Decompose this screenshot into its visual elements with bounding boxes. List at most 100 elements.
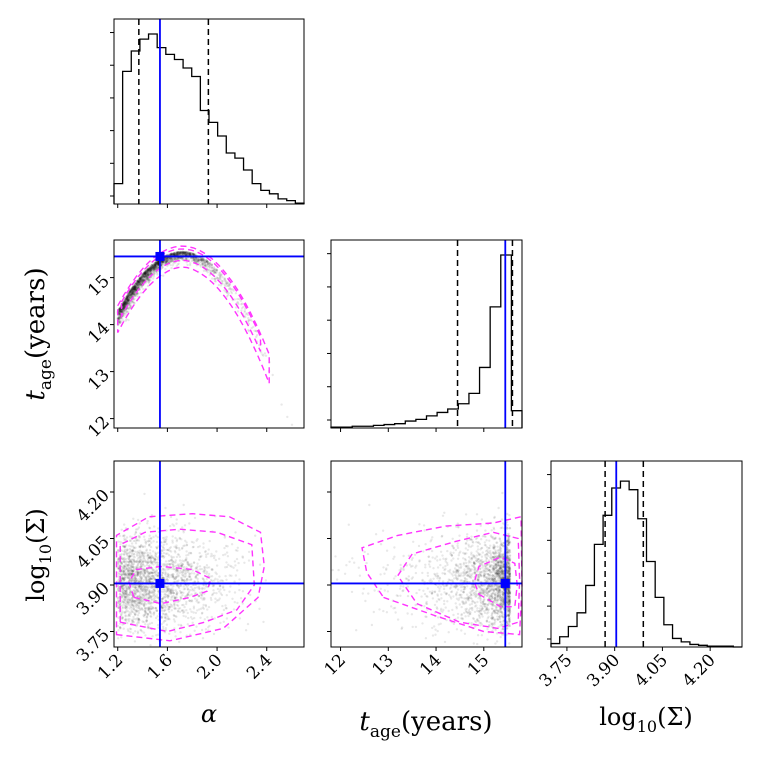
sample-point (170, 258, 173, 261)
sample-point (133, 556, 136, 559)
sample-point (176, 553, 180, 556)
sample-point (125, 302, 129, 305)
sample-point (139, 572, 142, 575)
sample-point (155, 634, 158, 637)
sample-point (215, 572, 218, 576)
sample-point (145, 274, 149, 277)
sample-point (148, 580, 151, 583)
sample-point (181, 252, 184, 255)
sample-point (137, 571, 140, 574)
sample-point (157, 261, 160, 265)
sample-point (143, 587, 146, 590)
sample-point (162, 260, 165, 264)
sample-point (139, 277, 142, 280)
sample-point (179, 251, 183, 254)
sample-point (169, 253, 173, 256)
sample-point (172, 251, 176, 255)
sample-point (154, 263, 158, 266)
sample-point (122, 627, 125, 630)
sample-point (203, 571, 206, 575)
sample-point (178, 252, 181, 255)
sample-point (123, 303, 126, 306)
sample-point (164, 257, 168, 260)
sample-point (137, 281, 140, 284)
sample-point (129, 628, 133, 631)
sample-point (117, 566, 120, 569)
sample-point (171, 573, 174, 576)
sample-point (211, 266, 214, 269)
sample-point (121, 304, 125, 307)
sample-point (485, 539, 488, 542)
sample-point (168, 259, 171, 262)
sample-point (157, 558, 160, 561)
sample-point (129, 290, 133, 293)
sample-point (144, 274, 148, 278)
sample-point (151, 550, 155, 553)
sample-point (150, 264, 153, 267)
sample-point (135, 588, 139, 592)
sample-point (140, 275, 144, 279)
sample-point (116, 584, 120, 588)
sample-point (123, 302, 127, 305)
sample-point (160, 541, 163, 544)
sample-point (148, 578, 151, 581)
sample-point (121, 309, 124, 313)
sample-point (149, 571, 153, 574)
sample-point (167, 256, 170, 260)
sample-point (127, 299, 130, 302)
sample-point (149, 269, 152, 272)
sample-point (163, 605, 166, 608)
sample-point (161, 572, 164, 575)
sample-point (127, 594, 130, 597)
sample-point (142, 272, 145, 275)
sample-point (136, 557, 140, 560)
sample-point (154, 551, 157, 554)
sample-point (118, 317, 121, 321)
sample-point (128, 544, 131, 547)
sample-point (135, 282, 139, 285)
sample-point (149, 266, 152, 269)
sample-point (127, 310, 130, 314)
sample-point (217, 273, 220, 277)
sample-point (290, 430, 292, 432)
sample-point (144, 692, 146, 694)
sample-point (134, 565, 138, 569)
sample-point (139, 282, 142, 286)
sample-point (151, 265, 155, 268)
panel-t_age-hist (330, 239, 523, 429)
sample-point (134, 285, 138, 288)
sample-point (123, 303, 126, 306)
sample-point (157, 557, 160, 560)
sample-point (141, 278, 144, 282)
sample-point (143, 597, 146, 600)
sample-point (132, 287, 136, 290)
sample-point (162, 621, 165, 624)
sample-point (141, 276, 144, 279)
sample-point (155, 262, 159, 266)
sample-point (185, 251, 188, 254)
sample-point (194, 258, 197, 261)
sample-point (217, 283, 221, 287)
sample-point (146, 268, 149, 271)
sample-point (200, 256, 203, 260)
sample-point (164, 585, 167, 588)
sample-point (136, 616, 139, 620)
sample-point (117, 316, 121, 320)
sample-point (187, 252, 191, 256)
sample-point (153, 579, 156, 582)
sample-point (187, 592, 190, 595)
sample-point (143, 554, 146, 558)
sample-point (138, 281, 141, 284)
scatter-alpha-log_sigma (116, 492, 267, 694)
sample-point (148, 268, 151, 271)
sample-point (223, 278, 226, 281)
sample-point (174, 635, 177, 638)
sample-point (160, 263, 163, 266)
sample-point (172, 257, 176, 260)
sample-point (188, 252, 192, 255)
sample-point (138, 284, 142, 287)
sample-point (154, 561, 157, 564)
sample-point (140, 552, 144, 555)
sample-point (226, 291, 229, 294)
sample-point (200, 259, 203, 262)
